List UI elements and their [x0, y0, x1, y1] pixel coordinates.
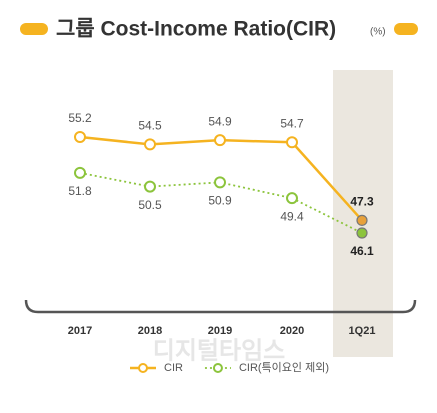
data-label: 46.1 — [350, 244, 374, 258]
data-label: 55.2 — [68, 111, 92, 125]
data-label: 54.9 — [208, 114, 232, 128]
data-point — [214, 134, 226, 147]
data-point — [144, 138, 156, 151]
axis-bracket — [24, 299, 417, 314]
legend-label: CIR — [164, 362, 183, 374]
x-tick-label: 2020 — [280, 325, 304, 337]
title-ornament — [394, 23, 418, 35]
data-label: 50.5 — [138, 198, 162, 212]
data-point — [144, 180, 156, 193]
highlight-band — [333, 70, 393, 357]
data-point — [356, 227, 368, 239]
watermark: 디지털타임스 — [153, 337, 285, 364]
legend-marker — [138, 363, 148, 373]
data-label: 49.4 — [280, 209, 304, 223]
unit-label: (%) — [370, 27, 386, 38]
title-ornament — [20, 23, 48, 35]
data-point — [286, 192, 298, 205]
x-tick-label: 2019 — [208, 325, 232, 337]
data-label: 50.9 — [208, 194, 232, 208]
legend-label: CIR(특이요인 제외) — [239, 361, 329, 374]
data-point — [74, 166, 86, 179]
data-point — [214, 176, 226, 189]
x-tick-label: 1Q21 — [349, 325, 376, 337]
data-label: 47.3 — [350, 195, 374, 209]
data-label: 51.8 — [68, 184, 92, 198]
data-point — [74, 131, 86, 143]
x-tick-label: 2018 — [138, 325, 162, 337]
chart-title: 그룹 Cost-Income Ratio(CIR) — [56, 18, 336, 41]
data-label: 54.5 — [138, 119, 162, 133]
legend-marker — [212, 363, 223, 373]
x-tick-label: 2017 — [68, 325, 92, 337]
data-point — [286, 136, 298, 149]
plot: 2017 2018 2019 2020 1Q21 55.2 54.5 54.9 54.7 47.3… — [68, 111, 376, 374]
data-label: 54.7 — [280, 116, 304, 130]
data-point — [356, 214, 368, 226]
